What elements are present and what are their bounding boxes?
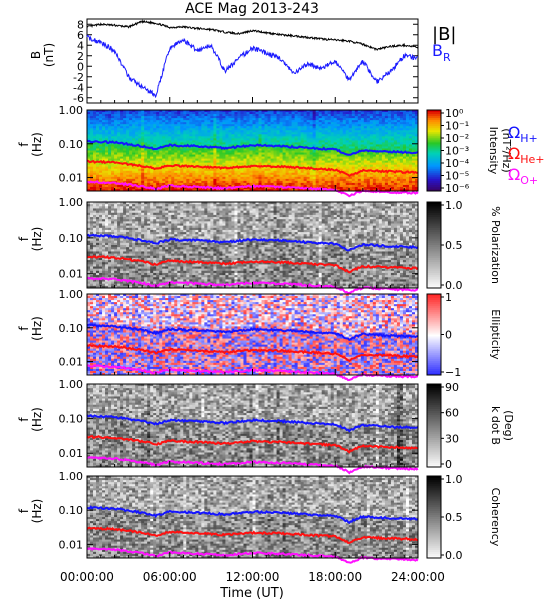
- y-axis-label: B(nT): [29, 43, 56, 67]
- colorbar: 10⁰10⁻¹10⁻²10⁻³10⁻⁴10⁻⁵10⁻⁶Intensity(nT²…: [427, 107, 513, 195]
- y-tick-label: 0.10: [59, 138, 84, 151]
- y-tick-label: 0.01: [59, 172, 84, 185]
- colorbar-tick-label: 10⁻⁴: [445, 157, 470, 170]
- y-axis-label: f(Hz): [17, 132, 44, 157]
- colorbar-tick-label: 10⁰: [445, 107, 464, 120]
- panels-group: 86420-2-4-6B(nT)|B|BR1.000.100.01f(Hz)10…: [17, 18, 545, 562]
- chart-title: ACE Mag 2013-243: [185, 1, 319, 17]
- panel-intensity: 1.00 0.10 0.01 f(Hz) 10⁰10⁻¹10⁻²10⁻³10⁻⁴10⁻⁵…: [17, 104, 545, 196]
- legend-gyro-he-plus: ΩHe+: [508, 144, 545, 166]
- colorbar-tick-label: 10⁻⁶: [445, 182, 470, 195]
- legend-gyro-o-plus: ΩO+: [508, 165, 538, 187]
- y-tick-label: -6: [73, 92, 84, 105]
- panel-polarization: 1.000.100.01f(Hz)1.00.50.0% Polarization: [17, 196, 502, 293]
- legend-gyro-h-plus: ΩH+: [508, 123, 538, 145]
- colorbar-tick-label: 10⁻⁵: [445, 170, 469, 183]
- y-tick-label: 1.00: [59, 104, 84, 117]
- colorbar-tick-label: 10⁻³: [445, 145, 469, 158]
- colorbar-tick-label: 10⁻¹: [445, 120, 469, 133]
- colorbar-tick-label: 10⁻²: [445, 132, 469, 145]
